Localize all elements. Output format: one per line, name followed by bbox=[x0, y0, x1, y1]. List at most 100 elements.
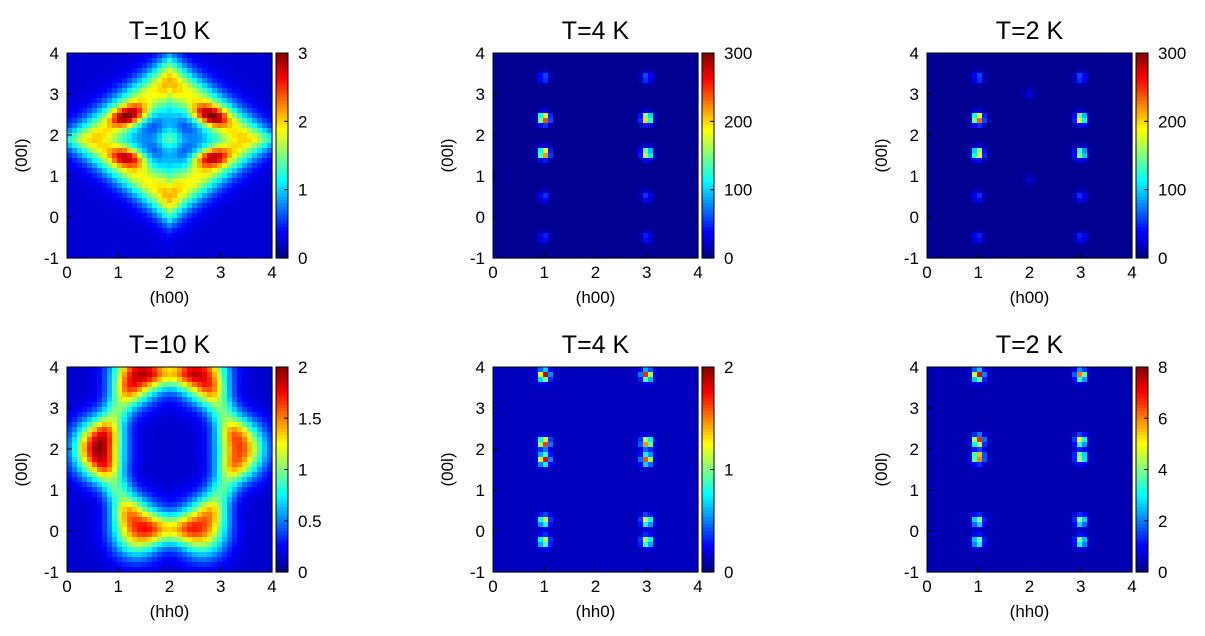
heatmap-cell bbox=[177, 153, 183, 159]
heatmap-cell bbox=[82, 173, 88, 179]
heatmap-cell bbox=[613, 138, 619, 144]
heatmap-cell bbox=[1072, 178, 1078, 184]
heatmap-cell bbox=[1122, 138, 1128, 144]
heatmap-cell bbox=[147, 88, 153, 94]
heatmap-cell bbox=[87, 88, 93, 94]
heatmap-cell bbox=[638, 153, 644, 159]
heatmap-cell bbox=[668, 148, 674, 154]
heatmap-cell bbox=[167, 113, 173, 119]
heatmap-cell bbox=[623, 123, 629, 129]
heatmap-cell bbox=[102, 123, 108, 129]
heatmap-cell bbox=[1097, 203, 1103, 209]
heatmap-cell bbox=[1032, 223, 1038, 229]
heatmap-cell bbox=[1122, 118, 1128, 124]
heatmap-cell bbox=[563, 58, 569, 64]
heatmap-cell bbox=[683, 103, 689, 109]
heatmap-cell bbox=[593, 58, 599, 64]
heatmap-cell bbox=[1007, 123, 1013, 129]
heatmap-cell bbox=[603, 243, 609, 249]
heatmap-cell bbox=[1052, 118, 1058, 124]
heatmap-cell bbox=[1037, 143, 1043, 149]
heatmap-cell bbox=[152, 238, 158, 244]
heatmap-cell bbox=[1007, 68, 1013, 74]
heatmap-cell bbox=[172, 53, 178, 59]
heatmap-cell bbox=[92, 153, 98, 159]
heatmap-cell bbox=[192, 58, 198, 64]
heatmap-cell bbox=[177, 148, 183, 154]
heatmap-cell bbox=[77, 223, 83, 229]
heatmap-cell bbox=[177, 83, 183, 89]
heatmap-cell bbox=[227, 98, 233, 104]
heatmap-cell bbox=[82, 143, 88, 149]
heatmap-cell bbox=[688, 238, 694, 244]
heatmap-cell bbox=[538, 188, 544, 194]
heatmap-cell bbox=[1117, 78, 1123, 84]
heatmap-cell bbox=[663, 208, 669, 214]
heatmap-cell bbox=[977, 133, 983, 139]
heatmap-cell bbox=[1082, 193, 1088, 199]
heatmap-cell bbox=[262, 178, 268, 184]
heatmap-cell bbox=[508, 213, 514, 219]
heatmap-cell bbox=[182, 148, 188, 154]
heatmap-cell bbox=[977, 108, 983, 114]
heatmap-cell bbox=[962, 128, 968, 134]
heatmap-cell bbox=[593, 118, 599, 124]
heatmap-cell bbox=[493, 103, 499, 109]
heatmap-cell bbox=[137, 133, 143, 139]
heatmap-cell bbox=[142, 238, 148, 244]
heatmap-cell bbox=[588, 68, 594, 74]
heatmap-cell bbox=[568, 148, 574, 154]
heatmap-cell bbox=[648, 223, 654, 229]
heatmap-cell bbox=[1072, 198, 1078, 204]
heatmap-cell bbox=[1117, 128, 1123, 134]
heatmap-cell bbox=[152, 68, 158, 74]
heatmap-cell bbox=[252, 128, 258, 134]
heatmap-cell bbox=[588, 218, 594, 224]
heatmap-cell bbox=[927, 88, 933, 94]
heatmap-cell bbox=[1122, 73, 1128, 79]
heatmap-cell bbox=[942, 68, 948, 74]
heatmap-cell bbox=[222, 128, 228, 134]
heatmap-cell bbox=[972, 188, 978, 194]
heatmap-cell bbox=[583, 53, 589, 59]
colorbar-segment bbox=[702, 227, 714, 231]
heatmap-cell bbox=[147, 208, 153, 214]
heatmap-cell bbox=[613, 198, 619, 204]
heatmap-cell bbox=[1082, 78, 1088, 84]
heatmap-cell bbox=[237, 88, 243, 94]
heatmap-cell bbox=[1047, 213, 1053, 219]
heatmap-cell bbox=[987, 143, 993, 149]
heatmap-cell bbox=[952, 103, 958, 109]
heatmap-cell bbox=[558, 113, 564, 119]
heatmap-cell bbox=[932, 153, 938, 159]
heatmap-cell bbox=[132, 248, 138, 254]
heatmap-cell bbox=[157, 198, 163, 204]
heatmap-cell bbox=[187, 128, 193, 134]
heatmap-cell bbox=[568, 233, 574, 239]
heatmap-cell bbox=[177, 188, 183, 194]
heatmap-cell bbox=[947, 88, 953, 94]
heatmap-cell bbox=[202, 228, 208, 234]
heatmap-cell bbox=[147, 148, 153, 154]
heatmap-cell bbox=[152, 183, 158, 189]
heatmap-cell bbox=[518, 88, 524, 94]
heatmap-cell bbox=[977, 218, 983, 224]
heatmap-cell bbox=[1002, 58, 1008, 64]
heatmap-cell bbox=[1087, 73, 1093, 79]
heatmap-cell bbox=[1112, 163, 1118, 169]
heatmap-cell bbox=[72, 68, 78, 74]
heatmap-cell bbox=[127, 163, 133, 169]
heatmap-cell bbox=[523, 148, 529, 154]
heatmap-cell bbox=[608, 88, 614, 94]
heatmap-cell bbox=[518, 138, 524, 144]
heatmap-cell bbox=[668, 63, 674, 69]
heatmap-cell bbox=[207, 118, 213, 124]
heatmap-cell bbox=[242, 83, 248, 89]
heatmap-cell bbox=[242, 148, 248, 154]
heatmap-cell bbox=[252, 153, 258, 159]
heatmap-cell bbox=[937, 158, 943, 164]
heatmap-cell bbox=[683, 203, 689, 209]
heatmap-cell bbox=[668, 73, 674, 79]
heatmap-cell bbox=[1062, 143, 1068, 149]
